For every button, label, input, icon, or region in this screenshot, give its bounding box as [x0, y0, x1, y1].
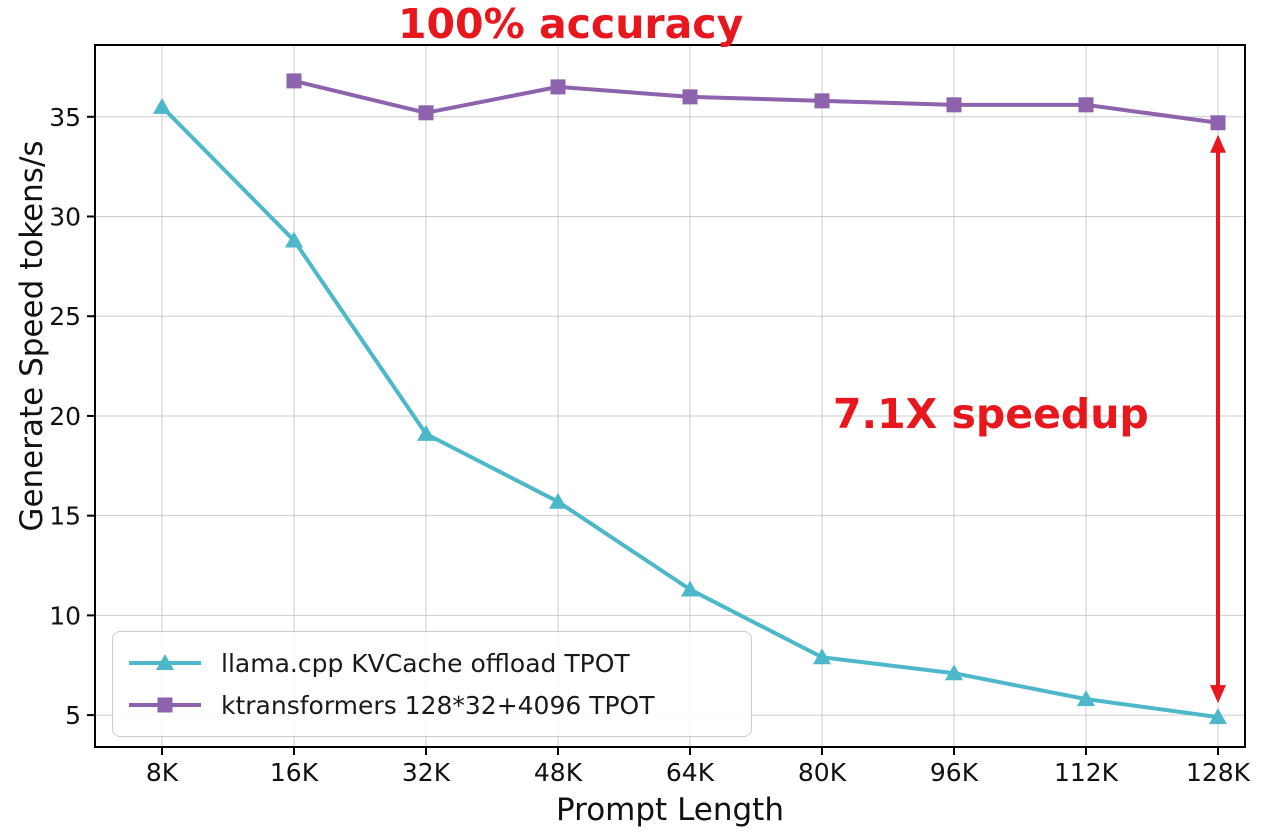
x-tick-label: 8K — [146, 758, 179, 787]
legend-item: ktransformers 128*32+4096 TPOT — [125, 690, 739, 720]
speedup-annotation: 7.1X speedup — [833, 390, 1149, 438]
accuracy-annotation: 100% accuracy — [398, 0, 744, 48]
square-marker-icon — [1210, 115, 1226, 131]
x-tick-label: 16K — [270, 758, 319, 787]
triangle-marker-icon — [681, 580, 699, 597]
square-marker-icon — [814, 93, 830, 109]
y-tick-label: 20 — [49, 402, 81, 431]
triangle-marker-icon — [1077, 690, 1095, 707]
plot-border — [94, 44, 1246, 748]
y-tick-label: 35 — [49, 103, 81, 132]
triangle-marker-icon — [1209, 708, 1227, 725]
legend-marker-ktransformers-icon — [129, 697, 201, 713]
speedup-arrow — [1210, 134, 1226, 704]
x-tick-label: 96K — [930, 758, 979, 787]
triangle-marker-icon — [549, 492, 567, 509]
square-marker-icon — [286, 73, 302, 89]
legend-label: ktransformers 128*32+4096 TPOT — [221, 690, 655, 720]
square-marker-icon — [418, 105, 434, 121]
square-marker-icon — [550, 79, 566, 95]
triangle-marker-icon — [813, 648, 831, 665]
x-tick-label: 64K — [666, 758, 715, 787]
legend-marker-llama-icon — [129, 654, 201, 670]
y-tick-label: 30 — [49, 203, 81, 232]
series-1 — [286, 73, 1226, 131]
series-0 — [153, 97, 1227, 725]
triangle-marker-icon — [156, 654, 174, 670]
x-tick-label: 128K — [1186, 758, 1251, 787]
y-tick-label: 25 — [49, 302, 81, 331]
arrow-head-down-icon — [1210, 685, 1226, 704]
y-axis-label: Generate Speed tokens/s — [14, 140, 50, 532]
triangle-marker-icon — [417, 424, 435, 441]
square-marker-icon — [157, 697, 173, 713]
x-tick-label: 48K — [534, 758, 583, 787]
x-axis-label: Prompt Length — [556, 792, 784, 828]
y-tick-label: 15 — [49, 502, 81, 531]
series-line — [292, 78, 1220, 125]
square-marker-icon — [946, 97, 962, 113]
triangle-marker-icon — [153, 97, 171, 114]
legend-item: llama.cpp KVCache offload TPOT — [125, 648, 739, 678]
y-tick-label: 5 — [65, 701, 81, 730]
square-marker-icon — [1078, 97, 1094, 113]
x-tick-label: 32K — [402, 758, 451, 787]
y-tick-label: 10 — [49, 601, 81, 630]
square-marker-icon — [682, 89, 698, 105]
triangle-marker-icon — [285, 231, 303, 248]
x-tick-label: 80K — [798, 758, 847, 787]
x-tick-label: 112K — [1054, 758, 1119, 787]
legend: llama.cpp KVCache offload TPOT ktransfor… — [112, 631, 752, 737]
triangle-marker-icon — [945, 664, 963, 681]
legend-label: llama.cpp KVCache offload TPOT — [221, 648, 630, 678]
arrow-head-up-icon — [1210, 134, 1226, 153]
